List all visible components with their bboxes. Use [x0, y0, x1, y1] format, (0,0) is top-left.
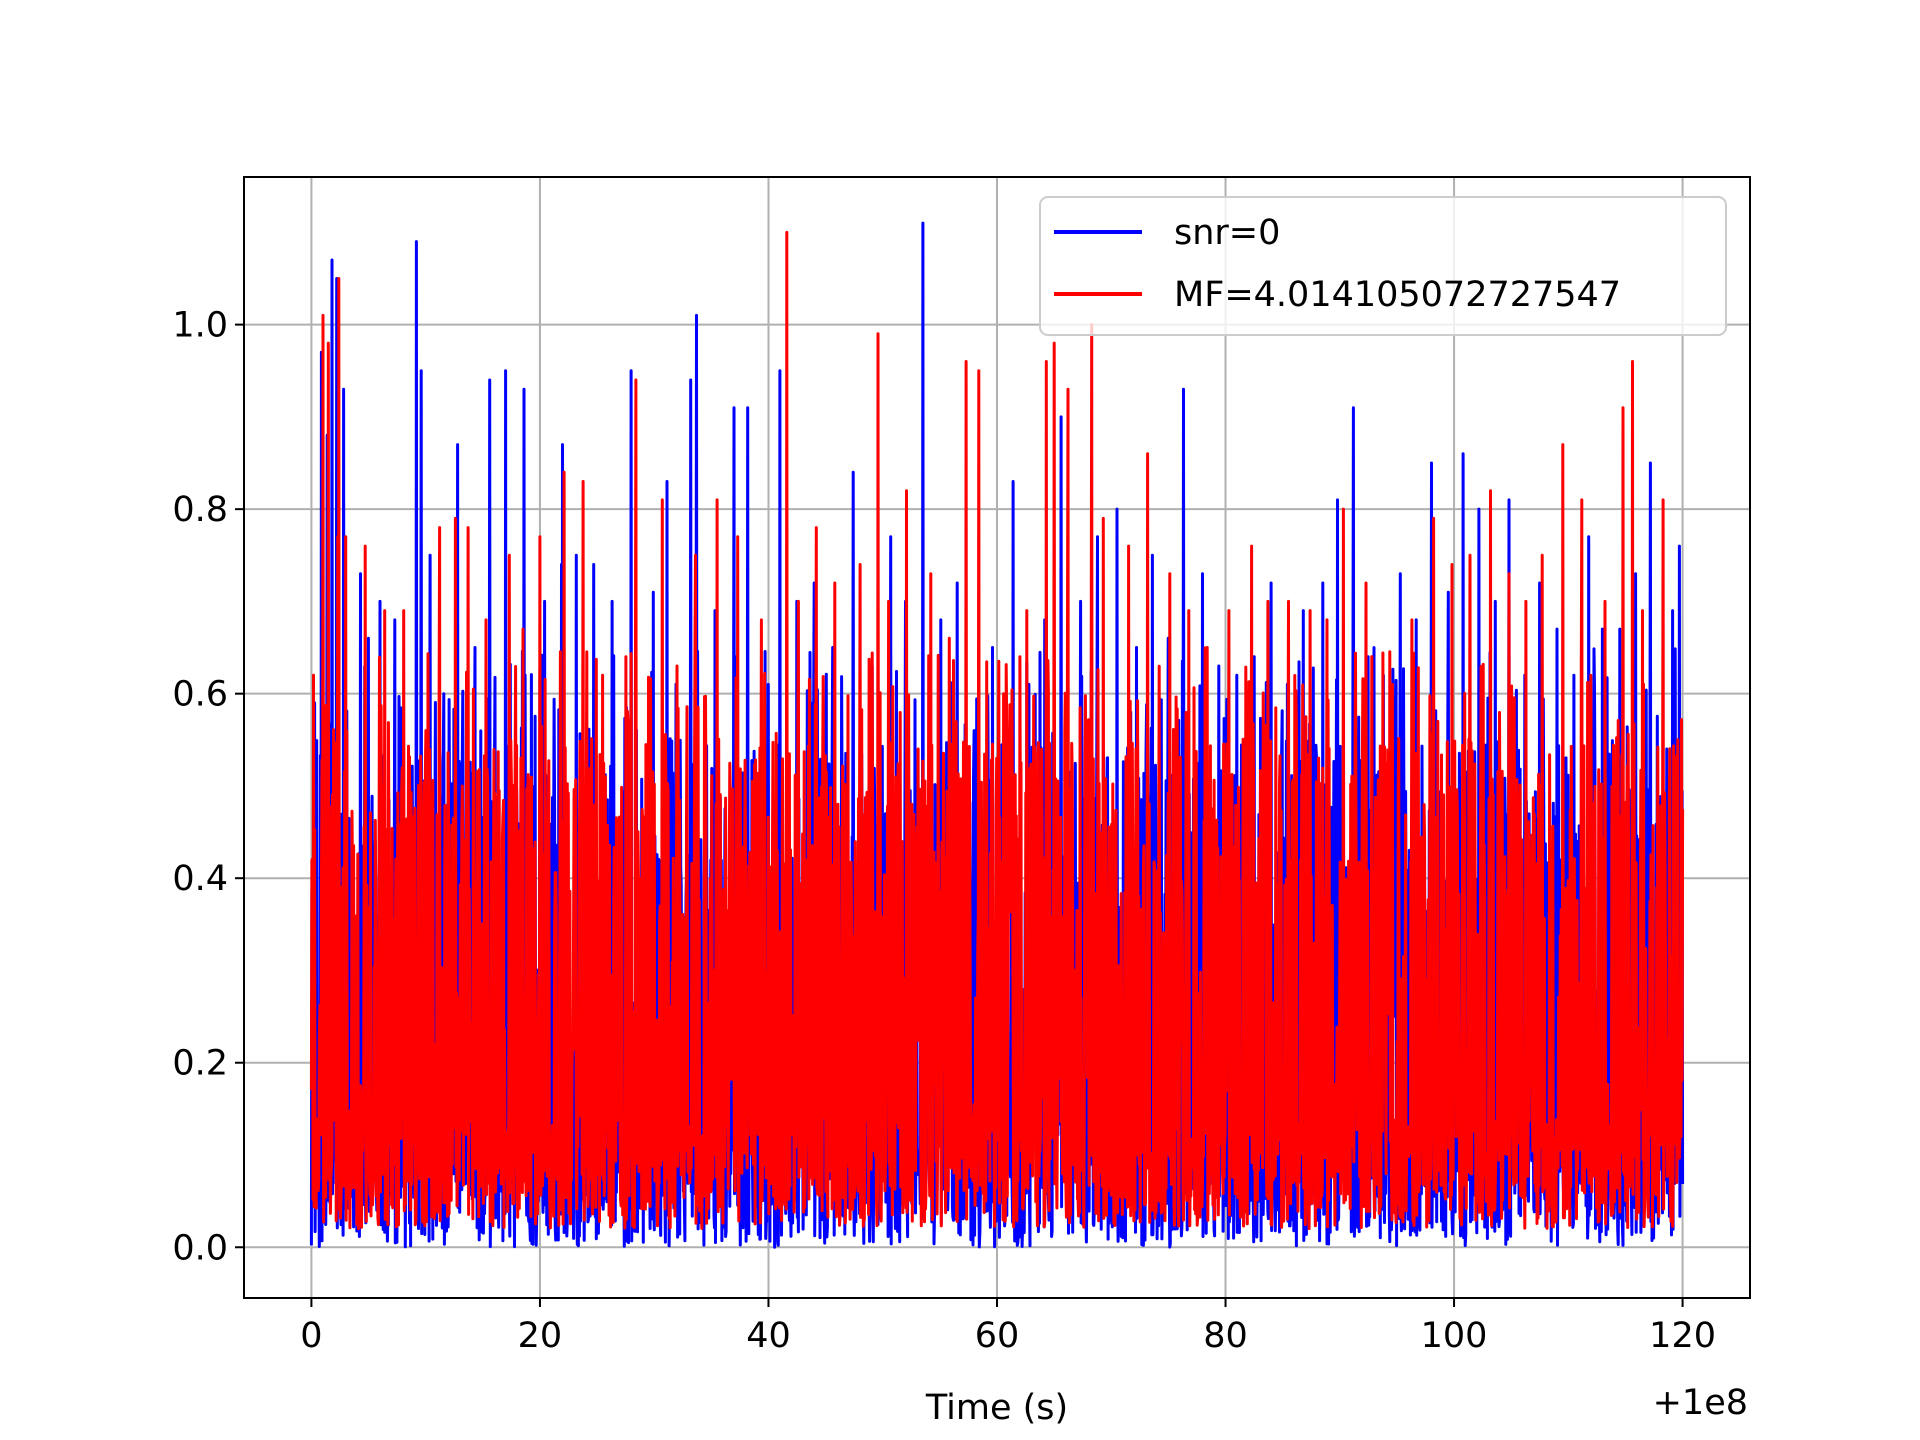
y-tick-label: 0.4: [172, 859, 228, 899]
y-axis: 0.0 0.2 0.4 0.6 0.8 1.0: [172, 306, 244, 1268]
legend-label-snr: snr=0: [1174, 213, 1280, 253]
y-tick-label: 0.2: [172, 1044, 228, 1084]
series-layer: [309, 221, 1685, 1249]
x-tick-label: 80: [1203, 1316, 1248, 1356]
x-axis-label: Time (s): [925, 1388, 1068, 1428]
x-tick-label: 120: [1649, 1316, 1716, 1356]
x-tick-label: 40: [746, 1316, 791, 1356]
y-tick-label: 0.0: [172, 1228, 228, 1268]
y-tick-label: 0.6: [172, 675, 228, 715]
x-tick-label: 20: [518, 1316, 563, 1356]
x-axis-offset-label: +1e8: [1653, 1383, 1748, 1423]
legend-label-mf: MF=4.014105072727547: [1174, 275, 1621, 315]
x-axis: 0 20 40 60 80 100 120: [300, 1298, 1716, 1356]
x-tick-label: 100: [1421, 1316, 1488, 1356]
x-tick-label: 0: [300, 1316, 322, 1356]
legend-box: [1039, 196, 1727, 336]
y-tick-label: 0.8: [172, 490, 228, 530]
x-tick-label: 60: [975, 1316, 1020, 1356]
y-tick-label: 1.0: [172, 306, 228, 346]
legend: snr=0 MF=4.014105072727547: [1039, 196, 1727, 336]
series-line-mf: [309, 230, 1685, 1231]
